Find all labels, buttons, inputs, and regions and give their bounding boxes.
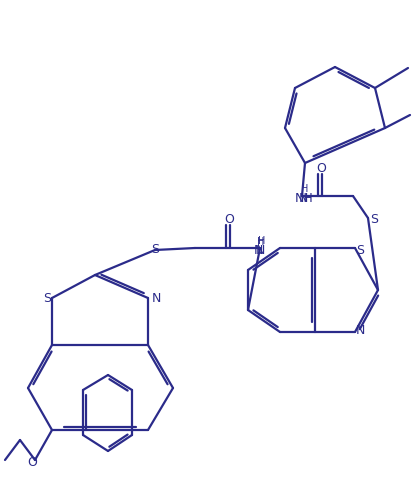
Text: H: H bbox=[258, 236, 266, 246]
Text: S: S bbox=[43, 292, 51, 305]
Text: S: S bbox=[151, 242, 159, 256]
Text: O: O bbox=[224, 212, 234, 225]
Text: O: O bbox=[316, 161, 326, 174]
Text: N: N bbox=[298, 191, 308, 204]
Text: S: S bbox=[356, 243, 364, 257]
Text: O: O bbox=[27, 455, 37, 468]
Text: N: N bbox=[255, 243, 265, 257]
Text: H: H bbox=[257, 237, 265, 247]
Text: S: S bbox=[370, 212, 378, 225]
Text: N: N bbox=[253, 243, 263, 257]
Text: NH: NH bbox=[295, 191, 313, 204]
Text: N: N bbox=[355, 324, 365, 337]
Text: H: H bbox=[301, 184, 309, 194]
Text: N: N bbox=[151, 292, 161, 305]
